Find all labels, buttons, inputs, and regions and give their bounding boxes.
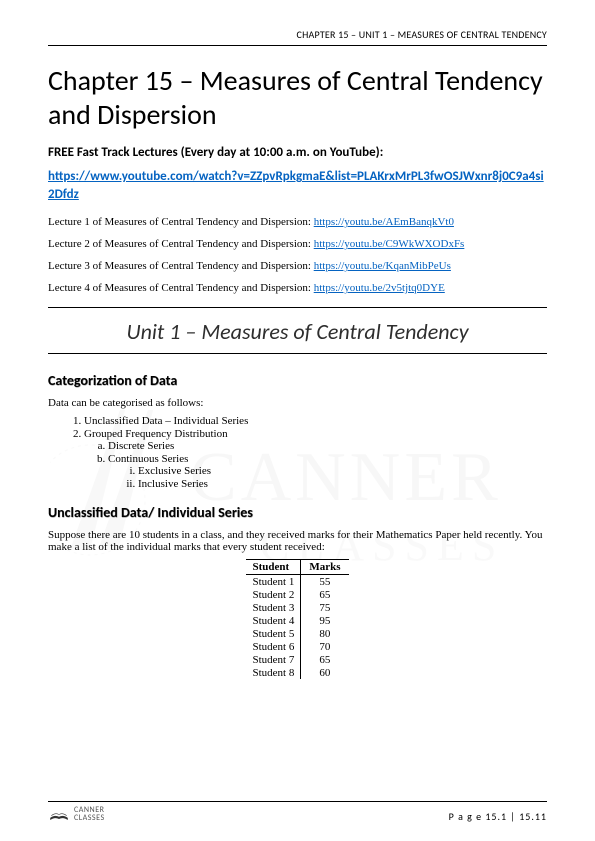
table-row: Student 670: [246, 640, 348, 653]
col-marks: Marks: [301, 560, 349, 575]
lecture-line-3: Lecture 3 of Measures of Central Tendenc…: [48, 259, 547, 275]
unclassified-heading: Unclassified Data/ Individual Series: [48, 504, 547, 521]
sublist: Discrete Series Continuous Series Exclus…: [84, 440, 547, 490]
cell-student: Student 6: [246, 640, 300, 653]
lecture-text: Lecture 4 of Measures of Central Tendenc…: [48, 282, 314, 294]
cell-student: Student 8: [246, 666, 300, 679]
lecture-link-4[interactable]: https://youtu.be/2v5tjtq0DYE: [314, 282, 445, 294]
page-number: P a g e 15.1 | 15.11: [449, 810, 547, 823]
list-item: Inclusive Series: [138, 478, 547, 490]
fasttrack-link[interactable]: https://www.youtube.com/watch?v=ZZpvRpkg…: [48, 168, 547, 203]
fasttrack-label: FREE Fast Track Lectures (Every day at 1…: [48, 145, 547, 160]
categorization-heading: Categorization of Data: [48, 372, 547, 389]
cell-marks: 80: [301, 627, 349, 640]
unit-title: Unit 1 – Measures of Central Tendency: [48, 308, 547, 354]
table-row: Student 580: [246, 627, 348, 640]
table-row: Student 375: [246, 601, 348, 614]
list-item: Discrete Series: [108, 440, 547, 452]
footer-logo: CANNER CLASSES: [48, 805, 105, 823]
cell-marks: 95: [301, 614, 349, 627]
cell-marks: 75: [301, 601, 349, 614]
cell-student: Student 3: [246, 601, 300, 614]
table-row: Student 495: [246, 614, 348, 627]
list-item-label: Continuous Series: [108, 453, 188, 465]
page-content: CHAPTER 15 – UNIT 1 – MEASURES OF CENTRA…: [0, 0, 595, 679]
table-row: Student 265: [246, 588, 348, 601]
unclassified-para: Suppose there are 10 students in a class…: [48, 529, 547, 553]
list-item-label: Grouped Frequency Distribution: [84, 428, 228, 440]
lecture-link-3[interactable]: https://youtu.be/KqanMibPeUs: [314, 260, 451, 272]
cell-marks: 65: [301, 588, 349, 601]
lecture-line-2: Lecture 2 of Measures of Central Tendenc…: [48, 237, 547, 253]
lecture-line-4: Lecture 4 of Measures of Central Tendenc…: [48, 281, 547, 297]
cell-student: Student 2: [246, 588, 300, 601]
lecture-line-1: Lecture 1 of Measures of Central Tendenc…: [48, 215, 547, 231]
table-header-row: Student Marks: [246, 560, 348, 575]
categorization-list: Unclassified Data – Individual Series Gr…: [48, 415, 547, 490]
lecture-link-2[interactable]: https://youtu.be/C9WkWXODxFs: [314, 238, 465, 250]
cell-student: Student 4: [246, 614, 300, 627]
categorization-intro: Data can be categorised as follows:: [48, 397, 547, 409]
col-student: Student: [246, 560, 300, 575]
cell-student: Student 5: [246, 627, 300, 640]
page-footer: CANNER CLASSES P a g e 15.1 | 15.11: [48, 801, 547, 823]
lecture-text: Lecture 3 of Measures of Central Tendenc…: [48, 260, 314, 272]
marks-table: Student Marks Student 155 Student 265 St…: [246, 559, 348, 679]
cell-student: Student 1: [246, 575, 300, 589]
footer-logo-text: CANNER CLASSES: [74, 806, 105, 822]
list-item: Exclusive Series: [138, 465, 547, 477]
chapter-title: Chapter 15 – Measures of Central Tendenc…: [48, 64, 547, 131]
cell-student: Student 7: [246, 653, 300, 666]
lecture-text: Lecture 1 of Measures of Central Tendenc…: [48, 216, 314, 228]
cell-marks: 55: [301, 575, 349, 589]
table-row: Student 155: [246, 575, 348, 589]
list-item: Unclassified Data – Individual Series: [84, 415, 547, 427]
running-header: CHAPTER 15 – UNIT 1 – MEASURES OF CENTRA…: [48, 28, 547, 46]
cell-marks: 70: [301, 640, 349, 653]
list-item: Continuous Series Exclusive Series Inclu…: [108, 453, 547, 490]
lecture-link-1[interactable]: https://youtu.be/AEmBanqkVt0: [314, 216, 454, 228]
lecture-text: Lecture 2 of Measures of Central Tendenc…: [48, 238, 314, 250]
list-item: Grouped Frequency Distribution Discrete …: [84, 428, 547, 490]
book-icon: [48, 805, 70, 823]
table-row: Student 765: [246, 653, 348, 666]
cell-marks: 65: [301, 653, 349, 666]
cell-marks: 60: [301, 666, 349, 679]
table-row: Student 860: [246, 666, 348, 679]
sublist: Exclusive Series Inclusive Series: [108, 465, 547, 490]
